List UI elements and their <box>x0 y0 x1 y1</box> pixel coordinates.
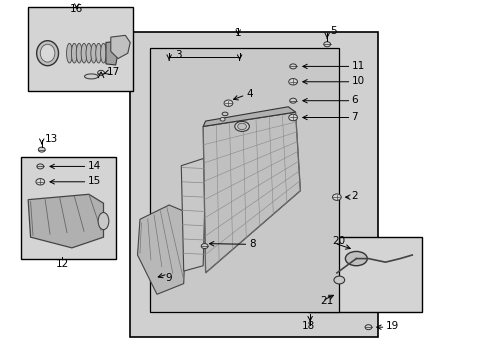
Text: 6: 6 <box>351 95 357 105</box>
Text: 17: 17 <box>107 67 120 77</box>
Ellipse shape <box>237 123 246 130</box>
Bar <box>130 32 377 337</box>
Circle shape <box>289 64 296 69</box>
Polygon shape <box>28 194 103 248</box>
Circle shape <box>201 244 207 249</box>
Text: 5: 5 <box>330 26 337 36</box>
Ellipse shape <box>71 43 77 63</box>
Bar <box>28 7 132 91</box>
Text: 20: 20 <box>331 236 345 246</box>
Ellipse shape <box>333 276 344 284</box>
Text: 12: 12 <box>56 259 69 269</box>
Text: 16: 16 <box>70 4 83 14</box>
Bar <box>149 48 339 312</box>
Text: 18: 18 <box>301 321 314 332</box>
Circle shape <box>288 114 297 121</box>
Circle shape <box>38 147 45 152</box>
Circle shape <box>98 70 104 75</box>
Ellipse shape <box>40 44 55 62</box>
Ellipse shape <box>96 43 102 63</box>
Ellipse shape <box>81 43 87 63</box>
Text: 19: 19 <box>385 321 398 332</box>
Text: 14: 14 <box>87 161 101 171</box>
Text: 2: 2 <box>351 192 357 202</box>
Circle shape <box>37 164 43 169</box>
Text: 7: 7 <box>351 112 357 122</box>
Ellipse shape <box>91 43 97 63</box>
Text: 10: 10 <box>351 76 364 86</box>
Circle shape <box>365 325 371 330</box>
Ellipse shape <box>222 112 227 116</box>
Circle shape <box>224 100 232 107</box>
Ellipse shape <box>220 117 224 121</box>
Ellipse shape <box>101 43 106 63</box>
Text: 21: 21 <box>319 296 332 306</box>
Ellipse shape <box>98 212 109 230</box>
Circle shape <box>289 98 296 103</box>
Text: 1: 1 <box>234 28 241 38</box>
Text: 11: 11 <box>351 61 364 71</box>
Bar <box>307 237 421 312</box>
Polygon shape <box>106 41 118 65</box>
Text: 9: 9 <box>165 273 172 283</box>
Polygon shape <box>203 107 295 126</box>
Circle shape <box>323 42 330 47</box>
Ellipse shape <box>66 43 72 63</box>
Ellipse shape <box>37 41 59 66</box>
Polygon shape <box>111 35 130 59</box>
Circle shape <box>332 194 341 201</box>
Text: 3: 3 <box>175 50 182 60</box>
Text: 8: 8 <box>249 239 255 249</box>
Circle shape <box>288 78 297 85</box>
Circle shape <box>36 179 44 185</box>
Polygon shape <box>181 158 205 271</box>
Polygon shape <box>137 205 186 294</box>
Text: 15: 15 <box>87 176 101 186</box>
Text: 13: 13 <box>45 134 58 144</box>
Bar <box>21 157 116 258</box>
Polygon shape <box>203 112 300 273</box>
Ellipse shape <box>84 74 98 79</box>
Ellipse shape <box>345 251 366 266</box>
Ellipse shape <box>234 121 249 131</box>
Ellipse shape <box>76 43 82 63</box>
Ellipse shape <box>86 43 92 63</box>
Text: 4: 4 <box>246 89 253 99</box>
